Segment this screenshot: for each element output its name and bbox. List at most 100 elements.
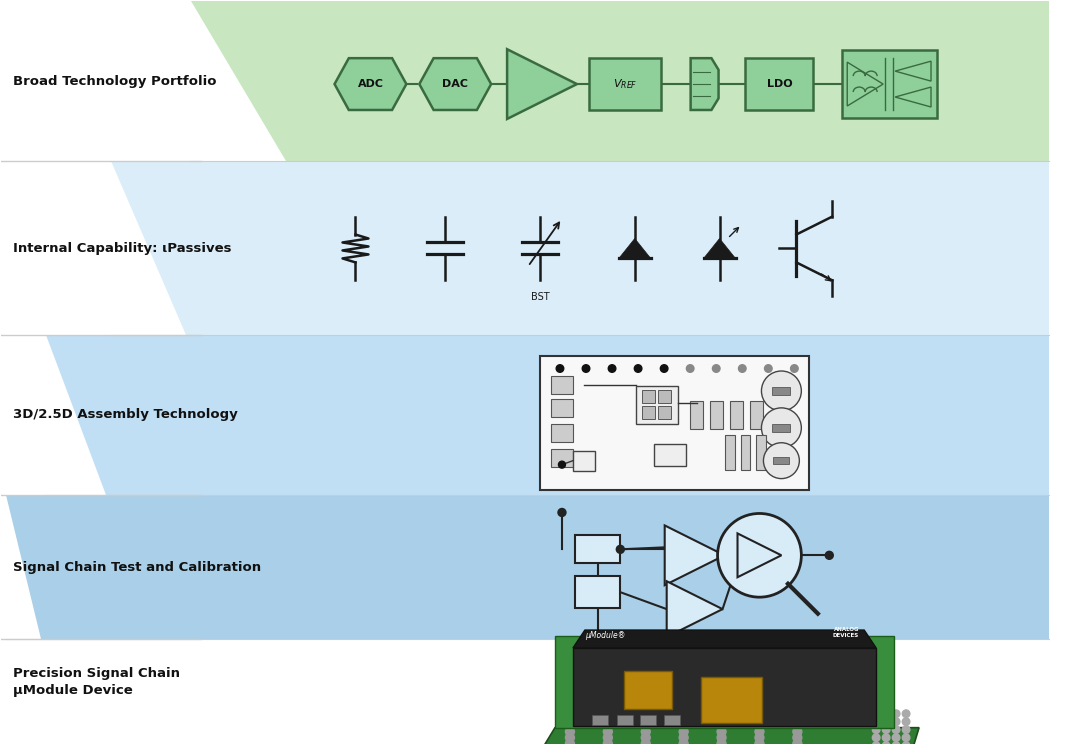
Circle shape	[641, 733, 650, 742]
Text: LDO: LDO	[767, 79, 792, 89]
Polygon shape	[847, 62, 883, 106]
Polygon shape	[703, 238, 736, 259]
Polygon shape	[573, 648, 876, 726]
Polygon shape	[111, 161, 1048, 335]
Circle shape	[604, 739, 613, 745]
Text: ADC: ADC	[357, 79, 383, 89]
FancyBboxPatch shape	[642, 390, 655, 403]
Circle shape	[755, 733, 764, 742]
Circle shape	[791, 365, 798, 372]
Polygon shape	[507, 49, 577, 119]
Text: Internal Capability: ιPassives: Internal Capability: ιPassives	[13, 242, 232, 255]
Text: 3D/2.5D Assembly Technology: 3D/2.5D Assembly Technology	[13, 408, 238, 422]
Circle shape	[873, 742, 880, 745]
Circle shape	[738, 365, 746, 372]
FancyBboxPatch shape	[551, 399, 573, 417]
Text: BST: BST	[531, 292, 549, 302]
FancyBboxPatch shape	[731, 401, 743, 429]
Circle shape	[882, 718, 890, 726]
Circle shape	[717, 733, 726, 742]
Circle shape	[902, 742, 910, 745]
FancyBboxPatch shape	[551, 376, 573, 394]
FancyBboxPatch shape	[746, 58, 814, 110]
Circle shape	[679, 733, 688, 742]
Circle shape	[873, 734, 880, 741]
Circle shape	[604, 733, 613, 742]
FancyBboxPatch shape	[640, 714, 655, 725]
Polygon shape	[895, 87, 931, 107]
FancyBboxPatch shape	[740, 435, 750, 470]
Circle shape	[687, 365, 695, 372]
Circle shape	[902, 726, 910, 733]
Circle shape	[616, 545, 625, 554]
Circle shape	[604, 727, 613, 736]
Polygon shape	[46, 335, 1048, 495]
Circle shape	[902, 718, 910, 726]
Circle shape	[679, 739, 688, 745]
Polygon shape	[667, 581, 723, 637]
FancyBboxPatch shape	[575, 639, 620, 665]
Polygon shape	[7, 495, 1048, 639]
Text: Broad Technology Portfolio: Broad Technology Portfolio	[13, 74, 217, 88]
FancyBboxPatch shape	[541, 355, 809, 490]
Circle shape	[556, 365, 563, 372]
Circle shape	[755, 739, 764, 745]
Text: Signal Chain Test and Calibration: Signal Chain Test and Calibration	[13, 561, 261, 574]
Polygon shape	[334, 58, 406, 110]
Circle shape	[634, 365, 642, 372]
Circle shape	[717, 513, 802, 597]
FancyBboxPatch shape	[750, 401, 763, 429]
Circle shape	[764, 365, 772, 372]
FancyBboxPatch shape	[701, 677, 762, 723]
Circle shape	[558, 509, 566, 516]
Circle shape	[882, 734, 890, 741]
FancyBboxPatch shape	[842, 50, 937, 118]
FancyBboxPatch shape	[658, 390, 672, 403]
Circle shape	[582, 365, 590, 372]
FancyBboxPatch shape	[642, 406, 655, 419]
Circle shape	[763, 443, 799, 478]
FancyBboxPatch shape	[551, 424, 573, 442]
Polygon shape	[690, 58, 719, 110]
Polygon shape	[665, 525, 725, 586]
Circle shape	[892, 718, 900, 726]
Text: ANALOG
DEVICES: ANALOG DEVICES	[833, 627, 859, 638]
FancyBboxPatch shape	[773, 457, 790, 464]
FancyBboxPatch shape	[690, 401, 703, 429]
Circle shape	[882, 710, 890, 717]
Text: $V_{REF}$: $V_{REF}$	[613, 77, 637, 91]
FancyBboxPatch shape	[575, 576, 620, 608]
Circle shape	[566, 727, 574, 736]
FancyBboxPatch shape	[725, 435, 735, 470]
FancyBboxPatch shape	[573, 451, 595, 471]
FancyBboxPatch shape	[636, 386, 678, 424]
Polygon shape	[419, 58, 491, 110]
Circle shape	[873, 726, 880, 733]
Circle shape	[755, 727, 764, 736]
Circle shape	[793, 739, 802, 745]
Circle shape	[892, 726, 900, 733]
Polygon shape	[555, 636, 894, 728]
Circle shape	[679, 727, 688, 736]
Circle shape	[761, 408, 802, 448]
Circle shape	[712, 365, 720, 372]
FancyBboxPatch shape	[772, 424, 791, 432]
Circle shape	[641, 727, 650, 736]
FancyBboxPatch shape	[654, 444, 686, 466]
FancyBboxPatch shape	[624, 671, 672, 708]
Circle shape	[873, 710, 880, 717]
Circle shape	[793, 727, 802, 736]
FancyBboxPatch shape	[710, 401, 723, 429]
Text: Precision Signal Chain
μModule Device: Precision Signal Chain μModule Device	[13, 667, 180, 697]
FancyBboxPatch shape	[757, 435, 767, 470]
FancyBboxPatch shape	[589, 58, 661, 110]
FancyBboxPatch shape	[551, 448, 573, 466]
Circle shape	[882, 742, 890, 745]
Circle shape	[902, 710, 910, 717]
Circle shape	[892, 710, 900, 717]
FancyBboxPatch shape	[617, 714, 632, 725]
Circle shape	[873, 718, 880, 726]
Polygon shape	[535, 728, 919, 745]
FancyBboxPatch shape	[664, 714, 679, 725]
Polygon shape	[737, 533, 782, 577]
